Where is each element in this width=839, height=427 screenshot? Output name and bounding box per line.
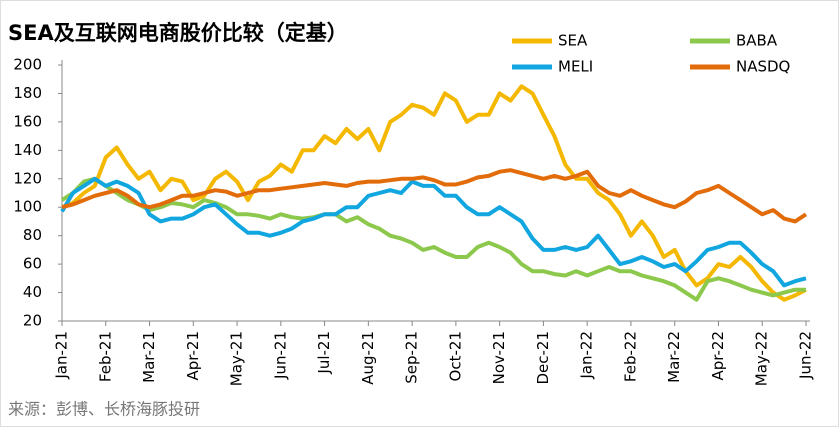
legend-label: MELI [558, 58, 593, 76]
x-tick-label: Nov-21 [490, 331, 508, 384]
series-line [61, 168, 808, 224]
source-note: 来源：彭博、长桥海豚投研 [8, 400, 200, 419]
x-tick-label: Apr-21 [184, 331, 202, 381]
legend-label: BABA [736, 32, 778, 50]
y-tick-label: 100 [13, 198, 42, 216]
series-line [60, 176, 807, 288]
x-tick-label: Aug-21 [359, 331, 377, 385]
y-tick-label: 20 [23, 312, 42, 330]
legend-label: SEA [558, 32, 588, 50]
x-tick-label: Mar-22 [665, 331, 683, 383]
y-tick-label: 60 [23, 255, 42, 273]
x-tick-label: Jun-22 [797, 331, 815, 380]
y-tick-label: 80 [23, 226, 42, 244]
y-tick-label: 160 [13, 112, 42, 130]
x-tick-label: May-21 [228, 331, 246, 386]
y-tick-label: 140 [13, 141, 42, 159]
x-tick-label: May-22 [753, 331, 771, 386]
x-tick-label: Apr-22 [709, 331, 727, 381]
x-tick-label: Sep-21 [403, 331, 421, 384]
x-tick-label: Jan-21 [53, 331, 71, 380]
y-tick-label: 180 [13, 84, 42, 102]
x-tick-label: Jun-21 [271, 331, 289, 380]
x-tick-label: Jan-22 [578, 331, 596, 380]
x-tick-label: Mar-21 [140, 331, 158, 383]
legend-label: NASDQ [736, 58, 790, 76]
y-tick-label: 200 [13, 56, 42, 74]
series-line [60, 176, 806, 302]
x-tick-label: Jul-21 [315, 331, 333, 375]
x-tick-label: Dec-21 [534, 331, 552, 385]
x-tick-label: Oct-21 [446, 331, 464, 381]
chart-title: SEA及互联网电商股价比较（定基） [8, 21, 348, 45]
x-tick-label: Feb-21 [96, 331, 114, 382]
x-tick-label: Feb-22 [621, 331, 639, 382]
y-tick-label: 120 [13, 169, 42, 187]
series-line [61, 84, 807, 302]
y-tick-label: 40 [23, 283, 42, 301]
